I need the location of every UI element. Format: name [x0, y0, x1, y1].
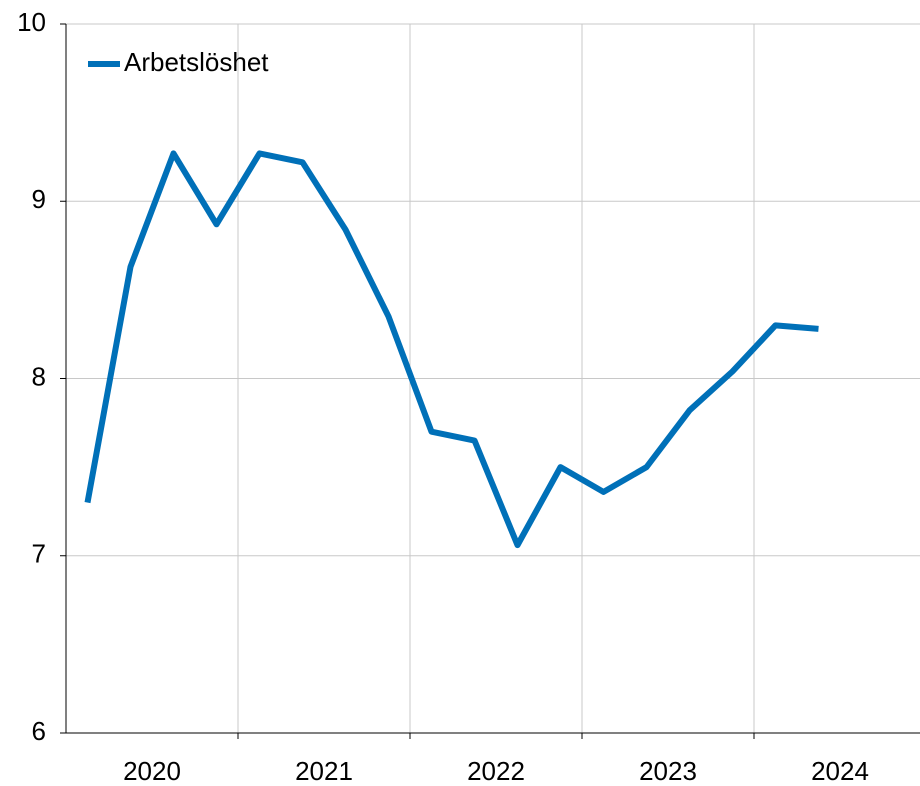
x-tick-label: 2022 [467, 756, 525, 786]
y-tick-label: 6 [32, 716, 46, 746]
x-tick-label: 2024 [811, 756, 869, 786]
y-tick-label: 8 [32, 361, 46, 391]
x-tick-label: 2023 [639, 756, 697, 786]
y-tick-label: 9 [32, 184, 46, 214]
legend-label: Arbetslöshet [124, 47, 269, 77]
x-tick-label: 2020 [123, 756, 181, 786]
y-tick-label: 10 [17, 7, 46, 37]
data-line [84, 150, 819, 549]
x-tick-label: 2021 [295, 756, 353, 786]
y-tick-label: 7 [32, 539, 46, 569]
